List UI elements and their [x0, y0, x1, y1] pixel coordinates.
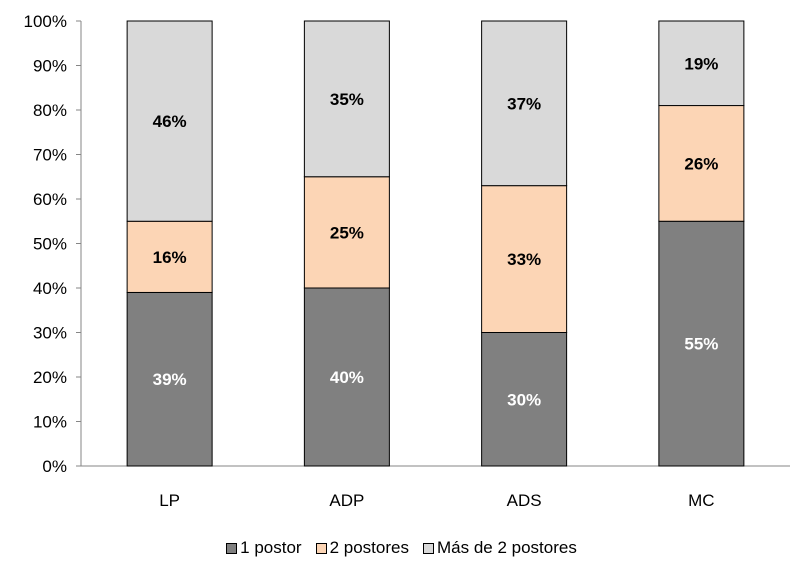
- legend-label-series-2: 2 postores: [329, 538, 409, 557]
- y-tick-label: 70%: [33, 146, 67, 165]
- y-tick-label: 30%: [33, 324, 67, 343]
- data-label: 26%: [684, 154, 718, 173]
- bar-segment: [126, 291, 213, 467]
- y-tick-label: 100%: [24, 12, 67, 31]
- legend-item-series-3: Más de 2 postores: [422, 538, 577, 558]
- data-label: 46%: [153, 112, 187, 131]
- legend: 1 postor 2 postores Más de 2 postores: [0, 538, 803, 558]
- bar-segment: [658, 20, 745, 107]
- legend-label-series-3: Más de 2 postores: [436, 538, 577, 557]
- data-label: 40%: [330, 368, 364, 387]
- data-label: 19%: [684, 54, 718, 73]
- data-label: 39%: [153, 370, 187, 389]
- legend-item-series-1: 1 postor: [226, 538, 302, 558]
- y-tick-label: 60%: [33, 190, 67, 209]
- y-tick-label: 0%: [42, 457, 67, 476]
- bar-segment: [303, 20, 390, 178]
- legend-swatch-series-2: [315, 542, 327, 554]
- data-label: 35%: [330, 90, 364, 109]
- bar-segment: [481, 185, 568, 333]
- bar-segment: [658, 220, 745, 467]
- data-label: 25%: [330, 223, 364, 242]
- x-category-label: ADP: [329, 491, 364, 510]
- bar-segment: [303, 287, 390, 467]
- data-label: 37%: [507, 94, 541, 113]
- bar-segment: [126, 220, 213, 293]
- y-tick-label: 80%: [33, 101, 67, 120]
- bar-segment: [126, 20, 213, 222]
- y-tick-label: 20%: [33, 368, 67, 387]
- data-label: 55%: [684, 335, 718, 354]
- data-label: 30%: [507, 390, 541, 409]
- x-category-label: ADS: [507, 491, 542, 510]
- bar-segment: [481, 332, 568, 467]
- bar-segment: [481, 20, 568, 187]
- legend-swatch-series-1: [226, 542, 238, 554]
- legend-label-series-1: 1 postor: [240, 538, 302, 557]
- legend-swatch-series-3: [422, 542, 434, 554]
- data-label: 33%: [507, 250, 541, 269]
- stacked-bar-chart: 0% 10% 20% 30% 40% 50% 60% 70% 80% 90% 100% 39% 16% 4…: [24, 12, 790, 510]
- y-tick-label: 10%: [33, 413, 67, 432]
- bar-segment: [303, 176, 390, 289]
- y-tick-label: 90%: [33, 57, 67, 76]
- x-category-label: LP: [159, 491, 180, 510]
- x-category-label: MC: [688, 491, 714, 510]
- y-tick-label: 50%: [33, 235, 67, 254]
- data-label: 16%: [153, 248, 187, 267]
- legend-item-series-2: 2 postores: [315, 538, 409, 558]
- y-tick-label: 40%: [33, 279, 67, 298]
